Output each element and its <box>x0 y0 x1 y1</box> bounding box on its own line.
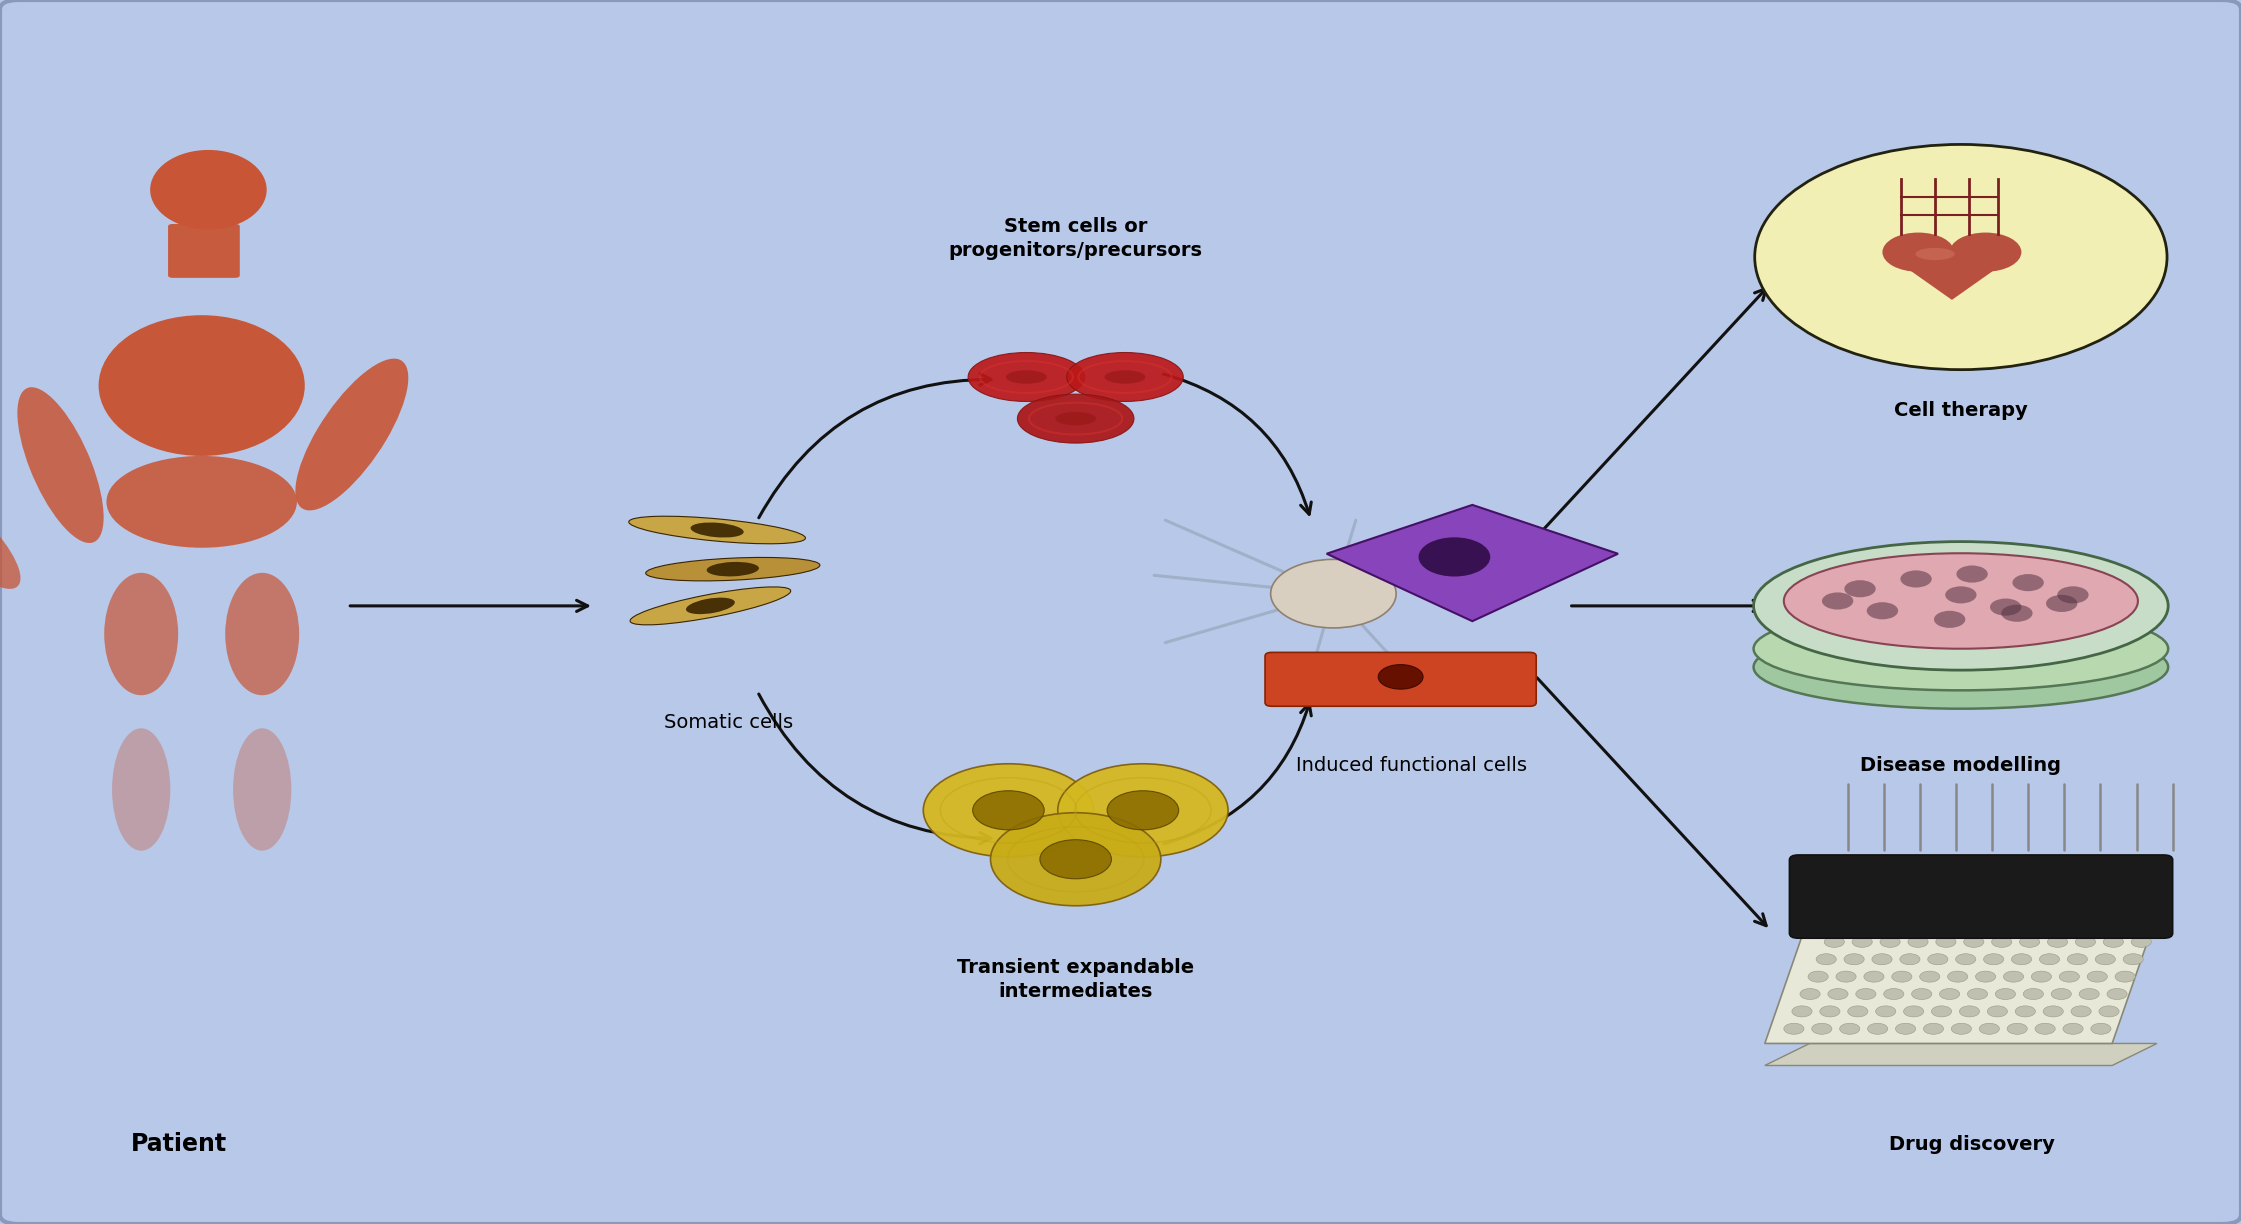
Circle shape <box>973 791 1044 830</box>
Ellipse shape <box>686 597 735 614</box>
Circle shape <box>1979 1023 1999 1034</box>
Circle shape <box>1927 953 1947 965</box>
Circle shape <box>1992 936 2012 947</box>
Ellipse shape <box>108 457 296 548</box>
Text: Patient: Patient <box>132 1132 226 1157</box>
Text: Disease modelling: Disease modelling <box>1860 755 2062 775</box>
Circle shape <box>1107 791 1179 830</box>
Circle shape <box>1271 559 1396 628</box>
Circle shape <box>1865 971 1885 982</box>
Circle shape <box>1800 989 1820 1000</box>
Circle shape <box>2059 971 2080 982</box>
Circle shape <box>1988 1006 2008 1017</box>
Text: Stem cells or
progenitors/precursors: Stem cells or progenitors/precursors <box>948 217 1203 261</box>
Circle shape <box>1867 602 1898 619</box>
Circle shape <box>2057 586 2089 603</box>
Circle shape <box>2064 1023 2084 1034</box>
Polygon shape <box>1882 251 2021 300</box>
Circle shape <box>1844 580 1876 597</box>
Circle shape <box>1945 586 1977 603</box>
Circle shape <box>1824 936 1844 947</box>
Ellipse shape <box>1017 394 1134 443</box>
Circle shape <box>2131 936 2151 947</box>
Circle shape <box>1956 565 1988 583</box>
Circle shape <box>2080 989 2100 1000</box>
Circle shape <box>2030 971 2051 982</box>
Circle shape <box>1959 1006 1979 1017</box>
Circle shape <box>1844 953 1865 965</box>
Circle shape <box>2095 953 2116 965</box>
Text: Drug discovery: Drug discovery <box>1889 1135 2055 1154</box>
Circle shape <box>2071 1006 2091 1017</box>
Circle shape <box>2024 989 2044 1000</box>
FancyBboxPatch shape <box>1264 652 1537 706</box>
Circle shape <box>1983 953 2003 965</box>
Text: Somatic cells: Somatic cells <box>663 712 793 732</box>
Circle shape <box>2122 953 2142 965</box>
Circle shape <box>2100 1006 2120 1017</box>
Circle shape <box>1880 936 1900 947</box>
Text: Cell therapy: Cell therapy <box>1894 400 2028 420</box>
Circle shape <box>2012 953 2033 965</box>
Polygon shape <box>1766 928 2151 1043</box>
Circle shape <box>2008 1023 2028 1034</box>
Circle shape <box>1952 1023 1972 1034</box>
Circle shape <box>2086 971 2107 982</box>
Circle shape <box>1956 953 1977 965</box>
Ellipse shape <box>233 728 291 851</box>
Circle shape <box>1950 233 2021 272</box>
Circle shape <box>1990 599 2021 616</box>
Circle shape <box>1921 971 1941 982</box>
Circle shape <box>1856 989 1876 1000</box>
Circle shape <box>2091 1023 2111 1034</box>
Ellipse shape <box>690 523 744 537</box>
Circle shape <box>1808 971 1829 982</box>
Circle shape <box>1934 611 1965 628</box>
Circle shape <box>2012 574 2044 591</box>
Circle shape <box>1903 1006 1923 1017</box>
Circle shape <box>1876 1006 1896 1017</box>
Circle shape <box>1849 1006 1869 1017</box>
Circle shape <box>1907 936 1927 947</box>
Circle shape <box>1896 1023 1916 1034</box>
Circle shape <box>2019 936 2039 947</box>
Ellipse shape <box>1752 625 2169 709</box>
Circle shape <box>1994 989 2015 1000</box>
Circle shape <box>1963 936 1983 947</box>
Circle shape <box>2001 605 2033 622</box>
Circle shape <box>1822 592 1853 610</box>
Circle shape <box>1891 971 1912 982</box>
Circle shape <box>1923 1023 1943 1034</box>
Ellipse shape <box>0 488 20 589</box>
Circle shape <box>1040 840 1112 879</box>
Circle shape <box>1378 665 1423 689</box>
Ellipse shape <box>1006 371 1047 384</box>
Circle shape <box>2104 936 2124 947</box>
Circle shape <box>1912 989 1932 1000</box>
Polygon shape <box>1327 506 1618 622</box>
Circle shape <box>2039 953 2059 965</box>
Circle shape <box>1820 1006 1840 1017</box>
Ellipse shape <box>103 573 177 695</box>
Circle shape <box>1835 971 1856 982</box>
Circle shape <box>1793 1006 1813 1017</box>
Ellipse shape <box>1784 553 2138 649</box>
Ellipse shape <box>1752 542 2169 671</box>
Text: Transient expandable
intermediates: Transient expandable intermediates <box>957 957 1194 1001</box>
Circle shape <box>1851 936 1871 947</box>
Ellipse shape <box>1916 248 1954 261</box>
Circle shape <box>1755 144 2167 370</box>
Circle shape <box>1938 989 1959 1000</box>
FancyBboxPatch shape <box>168 224 240 278</box>
Circle shape <box>1419 537 1490 577</box>
Circle shape <box>2044 1006 2064 1017</box>
Ellipse shape <box>150 151 267 230</box>
Circle shape <box>2003 971 2024 982</box>
Ellipse shape <box>706 562 760 577</box>
Ellipse shape <box>630 586 791 625</box>
Circle shape <box>1900 570 1932 588</box>
FancyBboxPatch shape <box>1788 854 2172 939</box>
Circle shape <box>2015 1006 2035 1017</box>
Circle shape <box>1936 936 1956 947</box>
